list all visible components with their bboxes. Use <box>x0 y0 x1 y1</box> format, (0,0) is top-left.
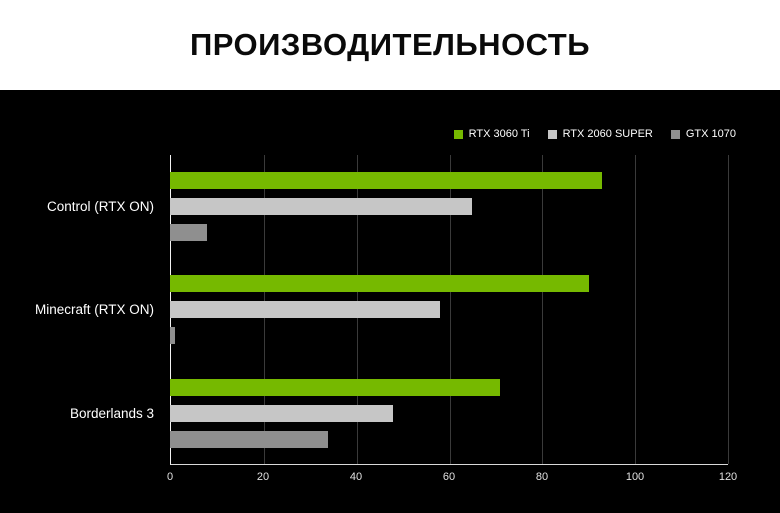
gridline <box>728 155 729 464</box>
chart: RTX 3060 Ti RTX 2060 SUPER GTX 1070 Contro… <box>0 90 780 513</box>
bar-group: Minecraft (RTX ON) <box>0 258 728 361</box>
bar <box>170 378 501 396</box>
category-label: Minecraft (RTX ON) <box>34 302 154 318</box>
legend-item: RTX 2060 SUPER <box>547 128 653 140</box>
bar <box>170 172 603 190</box>
legend-swatch <box>547 129 557 139</box>
legend-swatch <box>670 129 680 139</box>
x-tick-label: 0 <box>166 471 174 483</box>
gridline <box>542 155 544 464</box>
chart-header: ПРОИЗВОДИТЕЛЬНОСТЬ <box>0 0 780 90</box>
category-label: Borderlands 3 <box>69 405 154 421</box>
legend-item: GTX 1070 <box>670 128 736 140</box>
bar <box>170 327 175 345</box>
x-axis-tick-labels: 0 20 40 60 80 100 120 <box>166 471 737 487</box>
bar <box>170 275 589 293</box>
bars-container <box>170 155 728 258</box>
gridline <box>635 155 637 464</box>
x-tick-label: 120 <box>718 471 738 483</box>
bar <box>170 430 329 448</box>
legend-label: RTX 2060 SUPER <box>562 128 653 140</box>
legend-swatch <box>453 129 463 139</box>
gridline <box>449 155 451 464</box>
bar <box>170 224 208 242</box>
legend: RTX 3060 Ti RTX 2060 SUPER GTX 1070 <box>453 128 736 140</box>
legend-label: RTX 3060 Ti <box>468 128 530 140</box>
legend-label: GTX 1070 <box>685 128 736 140</box>
bar <box>170 198 473 216</box>
x-tick-label: 40 <box>349 471 363 483</box>
bar-groups: Control (RTX ON) Minecraft (RTX ON) Border… <box>0 155 728 465</box>
chart-title: ПРОИЗВОДИТЕЛЬНОСТЬ <box>189 27 591 62</box>
bar <box>170 301 440 319</box>
x-tick-label: 100 <box>625 471 645 483</box>
bar-group: Control (RTX ON) <box>0 155 728 258</box>
bars-container <box>170 258 728 361</box>
x-tick-label: 60 <box>442 471 456 483</box>
category-label: Control (RTX ON) <box>46 199 154 215</box>
bar-group: Borderlands 3 <box>0 362 728 465</box>
legend-item: RTX 3060 Ti <box>453 128 530 140</box>
bar <box>170 404 394 422</box>
x-tick-label: 20 <box>256 471 270 483</box>
x-tick-label: 80 <box>535 471 549 483</box>
bars-container <box>170 362 728 465</box>
